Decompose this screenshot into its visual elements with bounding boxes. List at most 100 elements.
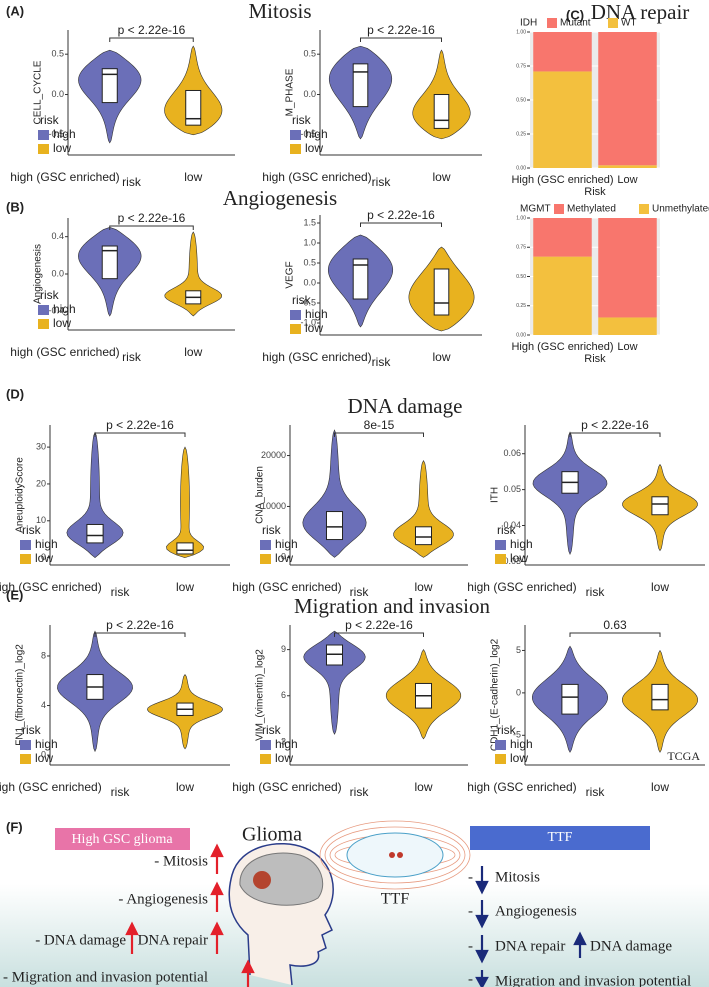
- violin: [302, 429, 367, 558]
- y-tick-label: 1.5: [303, 217, 316, 227]
- violin: [393, 459, 454, 558]
- bar-segment: [598, 165, 657, 168]
- y-axis-label: CNA_burden: [255, 466, 266, 524]
- chart: 0 10 20 30 AneuploidyScore high (GSC enriched…: [0, 418, 230, 599]
- x-tick-label: low: [184, 345, 202, 359]
- legend-label: high: [305, 307, 328, 321]
- y-axis-label: M_PHASE: [285, 68, 296, 116]
- legend-title: risk: [497, 723, 517, 737]
- y-tick-label: 0.0: [51, 268, 64, 278]
- right-item: Migration and invasion potential: [495, 973, 691, 987]
- x-tick-label: low: [176, 780, 194, 794]
- legend-key: [495, 740, 506, 750]
- p-value: p < 2.22e-16: [367, 208, 435, 222]
- brain: [239, 852, 323, 906]
- down-arrows: [475, 866, 587, 987]
- legend-label: Mutant: [560, 18, 591, 29]
- legend-key: [639, 204, 649, 214]
- legend-key: [290, 324, 301, 334]
- x-tick-label: high (GSC enriched): [10, 345, 119, 359]
- up-arrows: [125, 843, 255, 987]
- section-title: DNA damage: [348, 394, 463, 418]
- p-value: p < 2.22e-16: [118, 23, 186, 37]
- section-title: Mitosis: [248, 0, 311, 23]
- y-tick-label: 20: [36, 478, 46, 488]
- box: [433, 268, 450, 316]
- legend-label: high: [53, 127, 76, 141]
- y-tick-label: -0.4: [48, 306, 64, 316]
- p-value: p < 2.22e-16: [367, 23, 435, 37]
- legend-key: [495, 754, 506, 764]
- legend-key: [20, 540, 31, 550]
- box: [352, 63, 369, 108]
- legend-key: [38, 319, 49, 329]
- panel-label: (C): [566, 7, 584, 22]
- legend-label: high: [53, 302, 76, 316]
- right-dash: -: [468, 903, 473, 919]
- legend-label: low: [510, 551, 528, 565]
- legend-label: Methylated: [567, 204, 616, 215]
- section-title: Migration and invasion: [294, 594, 490, 618]
- y-axis-label: AneuploidyScore: [15, 457, 26, 533]
- y-tick-label: 30: [36, 441, 46, 451]
- legend-label: high: [510, 537, 533, 551]
- bracket: [109, 37, 194, 42]
- left-item: - Migration and invasion potential: [3, 969, 208, 985]
- y-axis-label: Angiogenesis: [33, 244, 44, 304]
- x-tick-label: low: [184, 170, 202, 184]
- x-axis-label: risk: [372, 175, 392, 189]
- x-tick-label: high (GSC enriched): [0, 780, 102, 794]
- x-tick-label: high (GSC enriched): [10, 170, 119, 184]
- legend-key: [260, 740, 271, 750]
- panel-label: (E): [6, 587, 23, 602]
- y-tick-label: 0.0: [51, 89, 64, 99]
- box: [561, 683, 579, 715]
- legend-key: [547, 18, 557, 28]
- right-item: DNA damage: [590, 938, 672, 954]
- x-axis-label: risk: [122, 350, 142, 364]
- legend-title: risk: [40, 288, 60, 302]
- y-tick-label: 0: [281, 552, 286, 562]
- x-tick-label: high (GSC enriched): [262, 350, 371, 364]
- bracket: [94, 432, 186, 437]
- cell-center: [397, 852, 403, 858]
- legend-key: [260, 540, 271, 550]
- p-value: 8e-15: [364, 418, 395, 432]
- p-value: p < 2.22e-16: [118, 211, 186, 225]
- legend-key: [290, 144, 301, 154]
- bracket: [334, 632, 424, 637]
- bar-segment: [533, 218, 592, 257]
- y-tick-label: 20000: [261, 450, 286, 460]
- chart: -0.4 0.0 0.4 Angiogenesis high (GSC enriched…: [10, 211, 235, 364]
- box: [101, 68, 118, 104]
- y-tick-label: -5: [513, 730, 521, 740]
- tumor: [253, 871, 271, 889]
- chart: 0.00 0.25 0.50 0.75 1.00 High (GSC enriched) L…: [511, 18, 660, 198]
- y-tick-label: 0.75: [516, 245, 526, 251]
- bar-segment: [533, 71, 592, 168]
- y-tick-label: -1.0: [300, 317, 316, 327]
- x-axis-label: Risk: [584, 186, 606, 198]
- x-tick-label: high (GSC enriched): [232, 780, 341, 794]
- legend-key: [38, 305, 49, 315]
- box: [176, 542, 194, 555]
- x-axis-label: risk: [111, 785, 131, 799]
- left-box-text: High GSC glioma: [71, 832, 173, 847]
- violin: [166, 446, 204, 558]
- bar-segment: [598, 32, 657, 166]
- legend-label: high: [275, 537, 298, 551]
- y-axis-label: FN1_(fibronectin)_log2: [15, 644, 26, 746]
- y-tick-label: 1.0: [303, 237, 316, 247]
- y-tick-label: 0: [516, 687, 521, 697]
- y-tick-label: 10: [36, 515, 46, 525]
- violin: [164, 231, 223, 317]
- y-tick-label: 0.05: [503, 484, 521, 494]
- box: [325, 511, 344, 541]
- y-axis-label: VEGF: [285, 261, 296, 288]
- x-tick-label: low: [432, 350, 450, 364]
- box: [101, 245, 118, 280]
- diagram: High GSC glioma TTF Glioma TTF - Mitosis…: [3, 820, 691, 987]
- right-dash: -: [468, 971, 473, 987]
